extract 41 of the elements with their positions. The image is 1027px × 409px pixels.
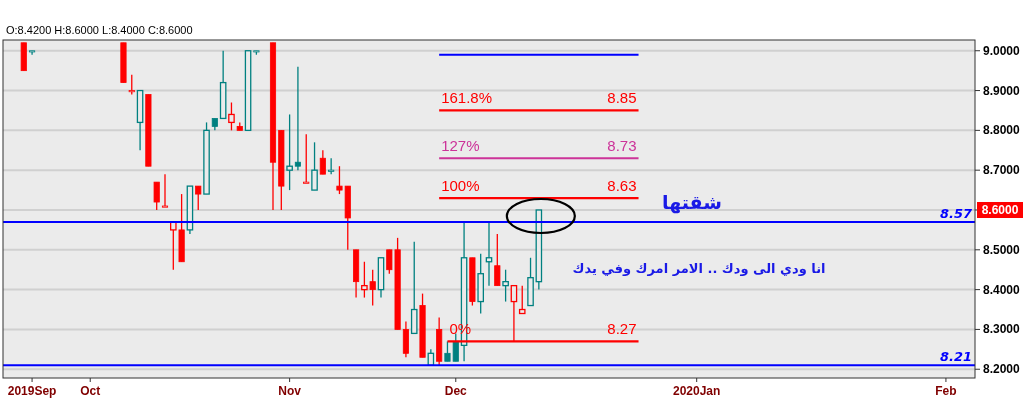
x-tick-label: 2019Sep — [7, 384, 57, 398]
text: O:8.4200 H:8.6000 L:8.4000 C:8.6000 — [6, 24, 193, 36]
candlestick — [502, 269, 509, 303]
y-tick-label: 8.9000 — [983, 83, 1021, 98]
candlestick — [286, 113, 293, 191]
annotation: 8.85 — [607, 89, 637, 107]
candlestick — [485, 221, 493, 287]
annotation: 8.73 — [607, 137, 637, 155]
y-tick-label: 8.8000 — [983, 123, 1021, 138]
candlestick — [195, 185, 202, 211]
annotation: 100% — [441, 177, 480, 195]
ref-line-label: 8.21 — [939, 349, 972, 365]
x-tick-label: Oct — [80, 384, 101, 398]
candlestick — [518, 284, 526, 315]
annotation: شقتها — [662, 191, 722, 214]
annotation: 8.63 — [607, 177, 637, 195]
annotation: 127% — [441, 137, 480, 155]
candlestick — [153, 181, 160, 211]
y-tick-label: 9.0000 — [983, 43, 1021, 58]
y-tick-label: 8.4000 — [983, 282, 1021, 297]
candlestick — [319, 149, 326, 175]
ref-line-label: 8.57 — [939, 205, 973, 221]
annotation: 8.27 — [607, 320, 637, 338]
x-tick-label: Dec — [444, 384, 468, 398]
candlestick — [128, 73, 135, 96]
candlestick — [410, 241, 418, 335]
y-tick-label: 8.7000 — [983, 163, 1021, 178]
annotation: 161.8% — [441, 89, 493, 107]
annotation: انا ودي الى ودك .. الامر امرك وفي يدك — [572, 261, 826, 276]
candlestick — [228, 101, 235, 132]
text: 8.6000 — [981, 203, 1019, 217]
y-tick-label: 8.2000 — [983, 362, 1021, 377]
candlestick — [402, 320, 409, 358]
candlestick — [161, 173, 169, 208]
x-tick-label: Feb — [935, 384, 957, 398]
x-tick-label: Nov — [278, 384, 302, 398]
candlestick — [294, 66, 301, 171]
candlestick — [494, 233, 501, 287]
y-tick-label: 8.5000 — [983, 242, 1021, 257]
x-tick-label: 2020Jan — [673, 384, 721, 398]
y-tick-label: 8.3000 — [983, 322, 1021, 337]
